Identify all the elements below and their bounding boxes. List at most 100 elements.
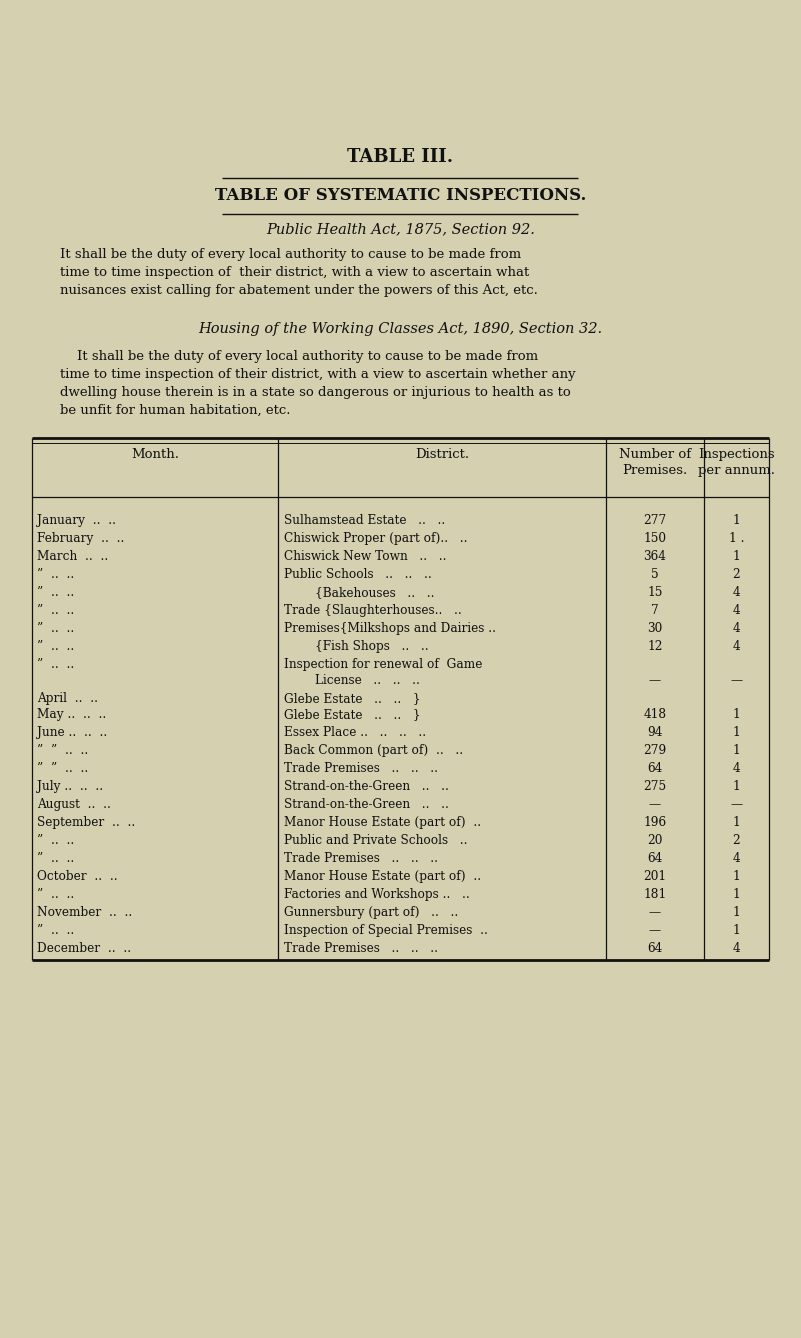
Text: 64: 64 [647,852,662,864]
Text: 279: 279 [643,744,666,757]
Text: —: — [649,797,661,811]
Text: 1: 1 [733,744,740,757]
Text: 364: 364 [643,550,666,563]
Text: be unfit for human habitation, etc.: be unfit for human habitation, etc. [60,404,291,417]
Text: 1 .: 1 . [729,533,744,545]
Text: 1: 1 [733,727,740,739]
Text: ”  ..  ..: ” .. .. [37,586,74,599]
Text: TABLE III.: TABLE III. [348,149,453,166]
Text: ”  ..  ..: ” .. .. [37,925,74,937]
Text: 64: 64 [647,763,662,775]
Text: Gunnersbury (part of)   ..   ..: Gunnersbury (part of) .. .. [284,906,458,919]
Text: January  ..  ..: January .. .. [37,514,116,527]
Text: 1: 1 [733,925,740,937]
Text: Number of: Number of [619,448,691,462]
Text: 1: 1 [733,550,740,563]
Text: Essex Place ..   ..   ..   ..: Essex Place .. .. .. .. [284,727,426,739]
Text: —: — [649,674,661,686]
Text: {Fish Shops   ..   ..: {Fish Shops .. .. [284,640,429,653]
Text: 1: 1 [733,816,740,830]
Text: December  ..  ..: December .. .. [37,942,131,955]
Text: nuisances exist calling for abatement under the powers of this Act, etc.: nuisances exist calling for abatement un… [60,284,538,297]
Text: May ..  ..  ..: May .. .. .. [37,708,107,721]
Text: Premises{Milkshops and Dairies ..: Premises{Milkshops and Dairies .. [284,622,496,636]
Text: Back Common (part of)  ..   ..: Back Common (part of) .. .. [284,744,463,757]
Text: Housing of the Working Classes Act, 1890, Section 32.: Housing of the Working Classes Act, 1890… [199,322,602,336]
Text: Inspection of Special Premises  ..: Inspection of Special Premises .. [284,925,488,937]
Text: {Bakehouses   ..   ..: {Bakehouses .. .. [284,586,434,599]
Text: 1: 1 [733,906,740,919]
Text: Public and Private Schools   ..: Public and Private Schools .. [284,834,468,847]
Text: ”  ”  ..  ..: ” ” .. .. [37,763,88,775]
Text: —: — [731,797,743,811]
Text: 4: 4 [733,586,740,599]
Text: 1: 1 [733,708,740,721]
Text: Premises.: Premises. [622,464,687,478]
Text: Manor House Estate (part of)  ..: Manor House Estate (part of) .. [284,816,481,830]
Text: 418: 418 [643,708,666,721]
Text: 4: 4 [733,942,740,955]
Text: April  ..  ..: April .. .. [37,692,98,705]
Text: 1: 1 [733,888,740,900]
Text: October  ..  ..: October .. .. [37,870,118,883]
Text: August  ..  ..: August .. .. [37,797,111,811]
Text: 1: 1 [733,870,740,883]
Text: 196: 196 [643,816,666,830]
Text: time to time inspection of  their district, with a view to ascertain what: time to time inspection of their distric… [60,266,529,280]
Text: 20: 20 [647,834,662,847]
Text: ”  ..  ..: ” .. .. [37,852,74,864]
Text: 277: 277 [643,514,666,527]
Text: TABLE OF SYSTEMATIC INSPECTIONS.: TABLE OF SYSTEMATIC INSPECTIONS. [215,187,586,203]
Text: It shall be the duty of every local authority to cause to be made from: It shall be the duty of every local auth… [60,351,538,363]
Text: ”  ..  ..: ” .. .. [37,603,74,617]
Text: 30: 30 [647,622,662,636]
Text: Strand-on-the-Green   ..   ..: Strand-on-the-Green .. .. [284,797,449,811]
Text: Public Health Act, 1875, Section 92.: Public Health Act, 1875, Section 92. [266,222,535,235]
Text: 5: 5 [651,569,658,581]
Text: Manor House Estate (part of)  ..: Manor House Estate (part of) .. [284,870,481,883]
Text: ”  ..  ..: ” .. .. [37,622,74,636]
Text: ”  ..  ..: ” .. .. [37,640,74,653]
Text: Trade {Slaughterhouses..   ..: Trade {Slaughterhouses.. .. [284,603,461,617]
Text: Inspection for renewal of  Game: Inspection for renewal of Game [284,658,482,670]
Text: Factories and Workshops ..   ..: Factories and Workshops .. .. [284,888,469,900]
Text: Strand-on-the-Green   ..   ..: Strand-on-the-Green .. .. [284,780,449,793]
Text: 4: 4 [733,763,740,775]
Text: 64: 64 [647,942,662,955]
Text: September  ..  ..: September .. .. [37,816,135,830]
Text: ”  ..  ..: ” .. .. [37,888,74,900]
Text: 12: 12 [647,640,662,653]
Text: 15: 15 [647,586,662,599]
Text: June ..  ..  ..: June .. .. .. [37,727,107,739]
Text: Chiswick Proper (part of)..   ..: Chiswick Proper (part of).. .. [284,533,468,545]
Text: 181: 181 [643,888,666,900]
Text: 275: 275 [643,780,666,793]
Text: 201: 201 [643,870,666,883]
Text: per annum.: per annum. [698,464,775,478]
Text: District.: District. [415,448,469,462]
Text: 1: 1 [733,514,740,527]
Text: Trade Premises   ..   ..   ..: Trade Premises .. .. .. [284,942,438,955]
Text: ”  ..  ..: ” .. .. [37,569,74,581]
Text: March  ..  ..: March .. .. [37,550,108,563]
Text: —: — [649,906,661,919]
Text: Chiswick New Town   ..   ..: Chiswick New Town .. .. [284,550,446,563]
Text: February  ..  ..: February .. .. [37,533,124,545]
Text: July ..  ..  ..: July .. .. .. [37,780,103,793]
Text: 94: 94 [647,727,662,739]
Text: time to time inspection of their district, with a view to ascertain whether any: time to time inspection of their distric… [60,368,576,381]
Text: November  ..  ..: November .. .. [37,906,132,919]
Text: 4: 4 [733,852,740,864]
Text: —: — [649,925,661,937]
Text: License   ..   ..   ..: License .. .. .. [284,674,420,686]
Text: 1: 1 [733,780,740,793]
Text: 2: 2 [733,569,740,581]
Text: 7: 7 [651,603,659,617]
Text: Glebe Estate   ..   ..   }: Glebe Estate .. .. } [284,692,421,705]
Text: Month.: Month. [131,448,179,462]
Text: 4: 4 [733,622,740,636]
Text: dwelling house therein is in a state so dangerous or injurious to health as to: dwelling house therein is in a state so … [60,385,571,399]
Text: ”  ”  ..  ..: ” ” .. .. [37,744,88,757]
Text: ”  ..  ..: ” .. .. [37,834,74,847]
Text: It shall be the duty of every local authority to cause to be made from: It shall be the duty of every local auth… [60,248,521,261]
